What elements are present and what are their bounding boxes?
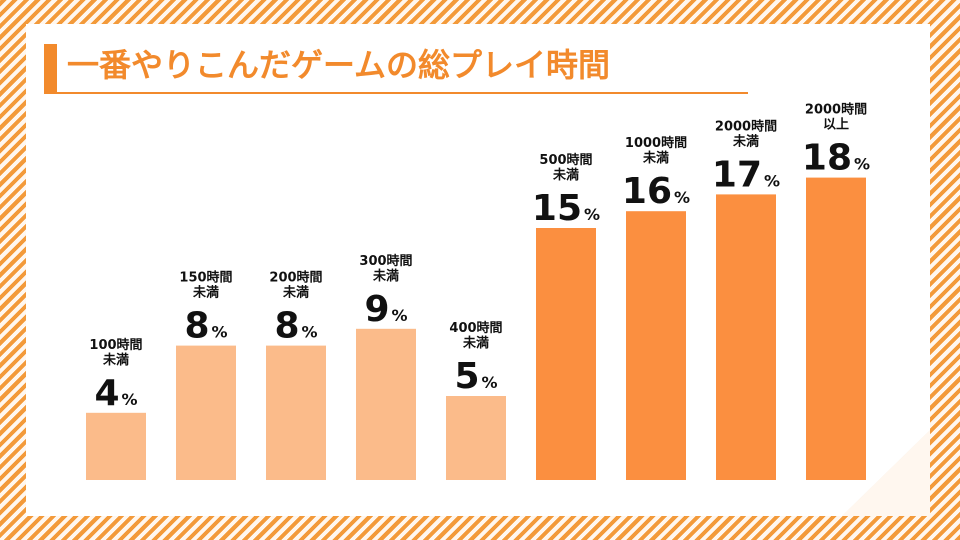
value-label-6: 15% [532,188,600,229]
category-label-3: 200時間未満 [269,270,322,301]
bar-4 [356,328,416,480]
value-label-9: 18% [802,138,870,179]
bar-2 [176,345,236,480]
value-label-4: 9% [364,289,407,330]
bar-3 [266,345,326,480]
bar-9 [806,177,866,480]
title-accent-bar [44,44,57,92]
value-label-8: 17% [712,154,780,195]
bar-8 [716,194,776,480]
title-underline [44,92,748,94]
value-label-3: 8% [274,306,317,347]
value-label-5: 5% [454,356,497,397]
category-label-7: 1000時間未満 [625,135,687,166]
category-label-8: 2000時間未満 [715,118,777,149]
bars-group [86,177,866,480]
labels-group: 4 % 100時間未満 8 % 150時間未満 8 % 200時間未満 9 % 300時間未満 5 % 40… [89,102,870,414]
bar-1 [86,412,146,480]
value-label-2: 8% [184,306,227,347]
value-label-7: 16% [622,171,690,212]
category-label-4: 300時間未満 [359,253,412,284]
category-label-1: 100時間未満 [89,337,142,368]
category-label-6: 500時間未満 [539,152,592,183]
bar-7 [626,211,686,480]
category-label-2: 150時間未満 [179,270,232,301]
value-label-1: 4% [94,373,137,414]
category-label-5: 400時間未満 [449,320,502,351]
bar-5 [446,396,506,480]
bar-6 [536,228,596,480]
chart-title: 一番やりこんだゲームの総プレイ時間 [67,46,611,84]
category-label-9: 2000時間以上 [805,102,867,133]
